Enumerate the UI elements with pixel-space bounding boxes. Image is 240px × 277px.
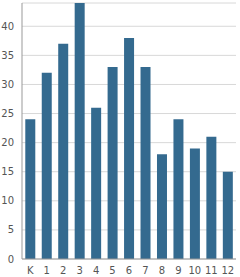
svg-text:10: 10 [8,195,14,206]
svg-text:15: 15 [8,166,14,177]
svg-text:11: 11 [205,265,218,276]
svg-text:30: 30 [8,79,14,90]
svg-text:6: 6 [126,265,132,276]
svg-text:0: 0 [8,254,14,265]
svg-text:40: 40 [8,21,14,32]
svg-text:25: 25 [8,108,14,119]
svg-text:4: 4 [93,265,99,276]
svg-text:35: 35 [8,50,14,61]
svg-text:2: 2 [60,265,66,276]
svg-text:8: 8 [159,265,165,276]
svg-text:20: 20 [8,137,14,148]
svg-text:5: 5 [8,224,14,235]
svg-text:1: 1 [44,265,50,276]
svg-text:K: K [27,265,34,276]
svg-text:9: 9 [175,265,181,276]
svg-text:7: 7 [142,265,148,276]
svg-text:3: 3 [76,265,82,276]
svg-text:5: 5 [109,265,115,276]
svg-text:10: 10 [188,265,201,276]
svg-text:12: 12 [221,265,232,276]
